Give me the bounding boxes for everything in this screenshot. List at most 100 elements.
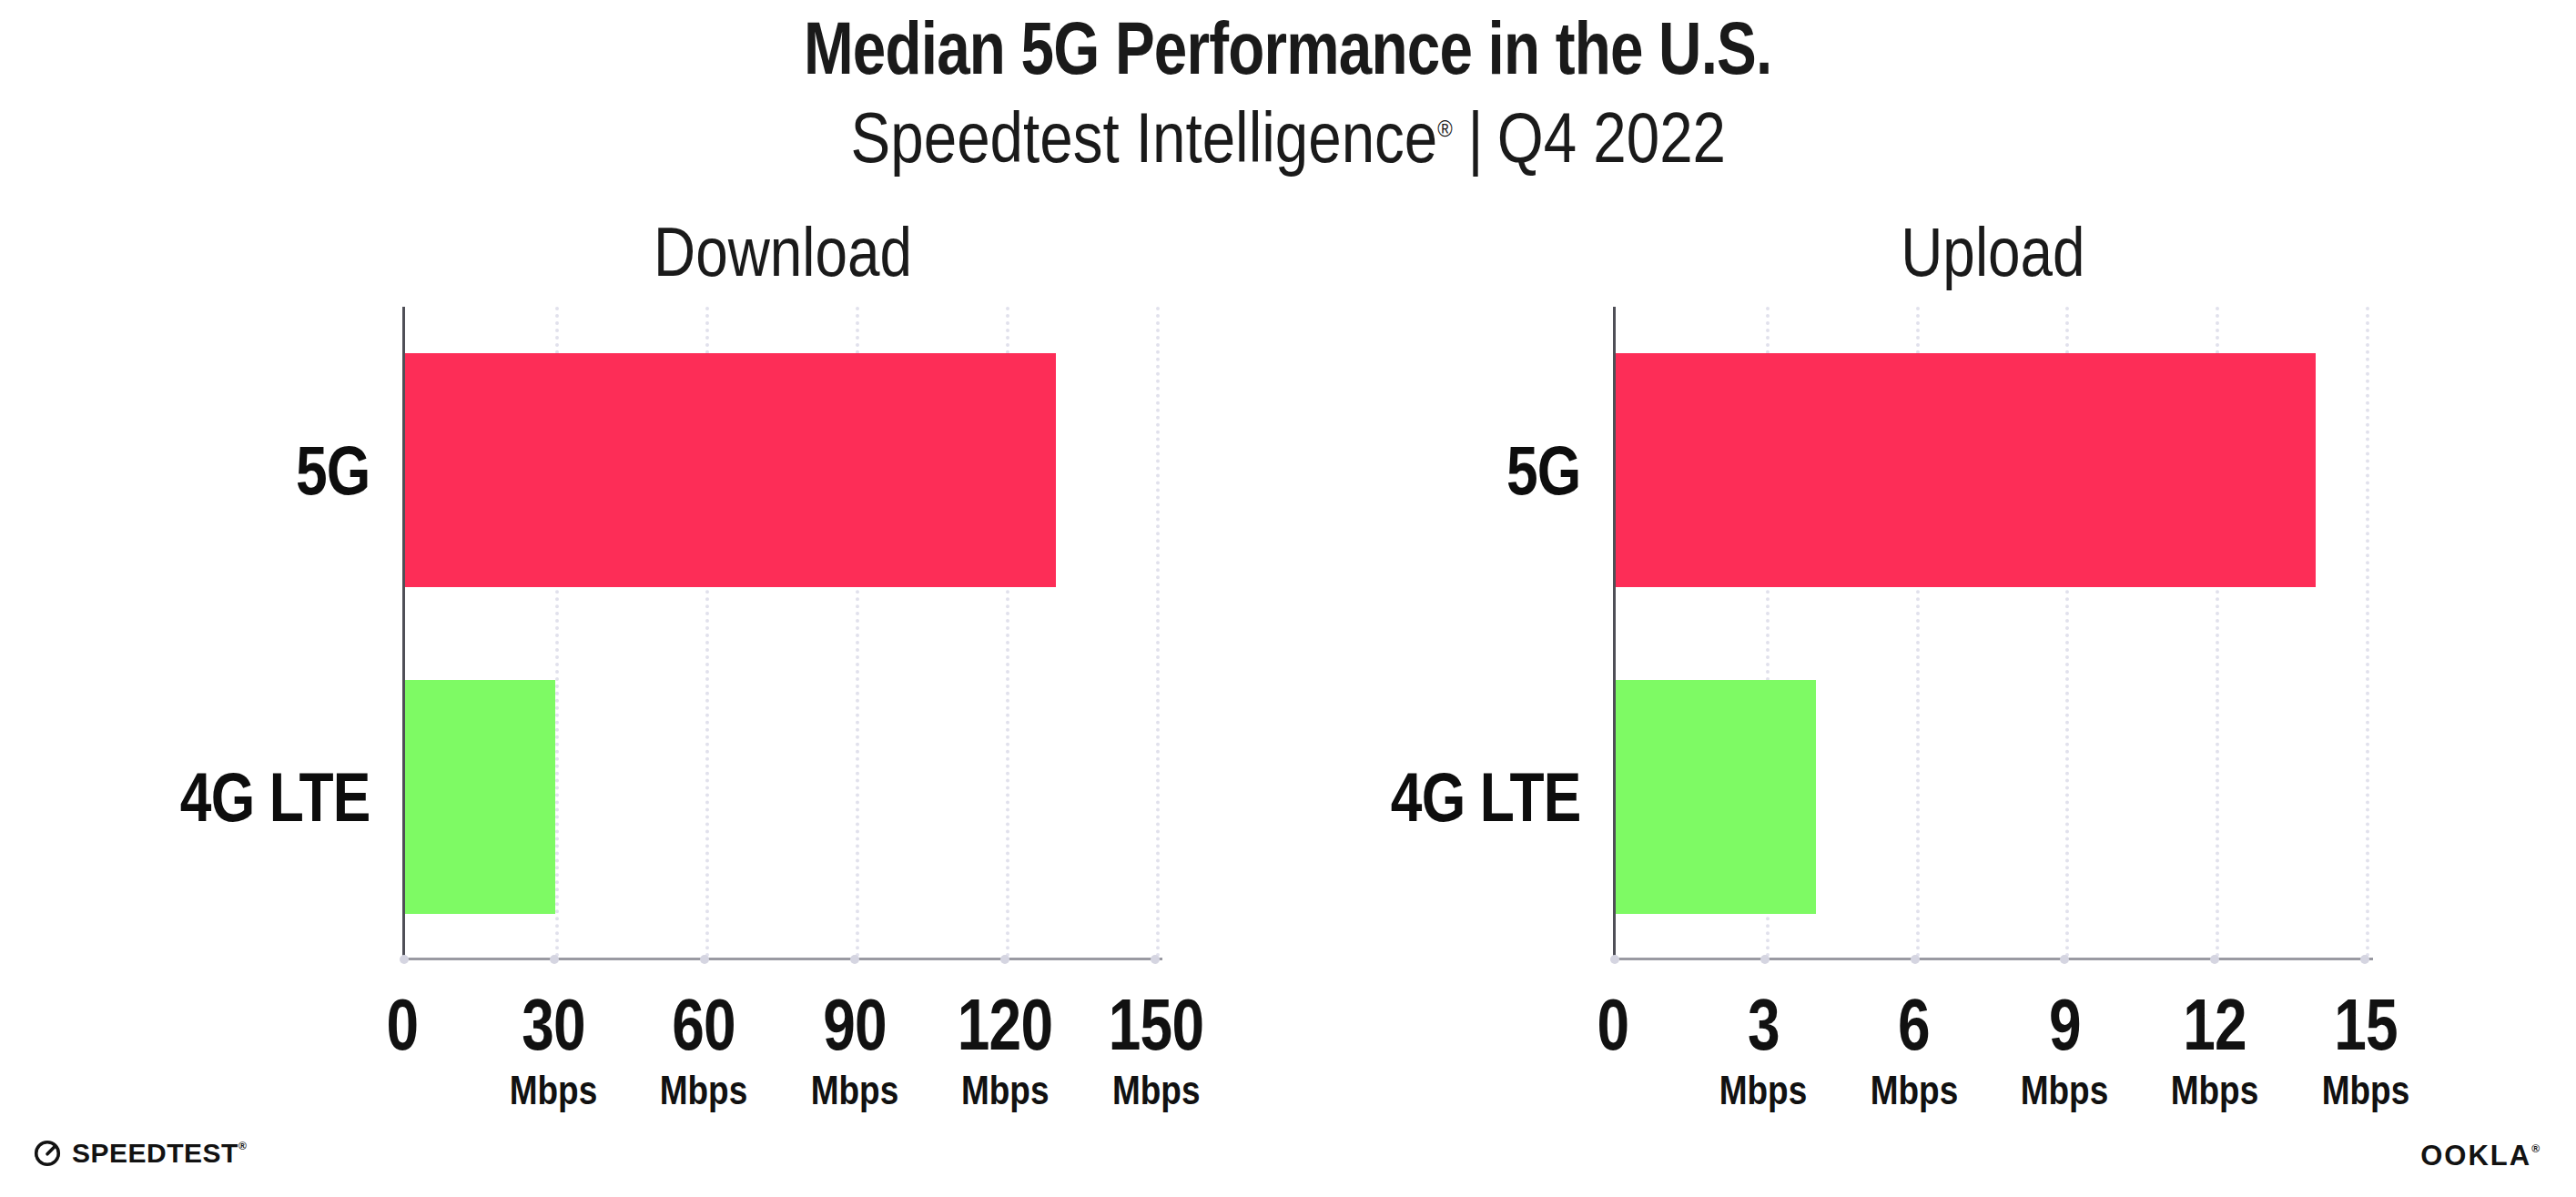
bar-5g xyxy=(405,353,1056,587)
speedtest-logo: SPEEDTEST® xyxy=(33,1138,247,1169)
x-tick-value-text: 12 xyxy=(2184,988,2247,1062)
x-tick-unit: Mbps xyxy=(652,1070,756,1111)
x-tick-60: 60 Mbps xyxy=(652,988,756,1111)
x-tick-unit-text: Mbps xyxy=(2171,1070,2259,1111)
chart-title-text: Download xyxy=(654,208,912,296)
category-label-4g-lte: 4G LTE xyxy=(138,743,370,852)
x-tick-value-text: 60 xyxy=(672,988,735,1062)
x-tick-value-text: 9 xyxy=(2049,988,2081,1062)
page-title: Median 5G Performance in the U.S. xyxy=(0,5,2576,91)
x-tick-unit: Mbps xyxy=(1097,1070,1215,1111)
ookla-wordmark: OOKLA® xyxy=(2420,1140,2541,1172)
category-label-text: 5G xyxy=(295,416,370,525)
x-tick-unit: Mbps xyxy=(501,1070,605,1111)
axis-tick-dot-6 xyxy=(1911,955,1920,964)
axis-tick-dot-60 xyxy=(700,955,709,964)
axis-tick-dot-9 xyxy=(2060,955,2069,964)
category-label-text: 4G LTE xyxy=(1390,743,1580,852)
speedtest-wordmark: SPEEDTEST® xyxy=(72,1138,247,1169)
x-tick-unit: Mbps xyxy=(2163,1070,2267,1111)
x-tick-0: 0 xyxy=(382,988,422,1062)
bar-5g xyxy=(1616,353,2316,587)
axis-tick-dot-0 xyxy=(1610,955,1619,964)
gridline-150 xyxy=(1156,307,1160,958)
x-tick-unit-text: Mbps xyxy=(1870,1070,1958,1111)
axis-tick-dot-12 xyxy=(2210,955,2219,964)
axis-tick-dot-90 xyxy=(850,955,859,964)
download-x-axis-labels: 030Mbps60Mbps90Mbps120Mbps150Mbps xyxy=(402,988,1162,1133)
gridline-15 xyxy=(2366,307,2369,958)
x-tick-value: 9 xyxy=(2013,988,2117,1062)
axis-tick-dot-0 xyxy=(400,955,409,964)
download-chart: Download 030Mbps60Mbps90Mbps120Mbps150Mb… xyxy=(402,307,1162,960)
x-tick-value-text: 15 xyxy=(2334,988,2398,1062)
ookla-logo: OOKLA® xyxy=(2420,1140,2541,1172)
x-tick-15: 15Mbps xyxy=(2313,988,2418,1111)
x-tick-value-text: 6 xyxy=(1898,988,1930,1062)
x-tick-value: 3 xyxy=(1711,988,1816,1062)
x-tick-value-text: 120 xyxy=(958,988,1052,1062)
x-tick-unit: Mbps xyxy=(802,1070,907,1111)
x-tick-3: 3 Mbps xyxy=(1711,988,1816,1111)
category-label-text: 5G xyxy=(1506,416,1580,525)
gauge-icon xyxy=(33,1139,62,1168)
x-tick-value: 6 xyxy=(1861,988,1966,1062)
axis-tick-dot-3 xyxy=(1760,955,1770,964)
x-tick-0: 0 xyxy=(1593,988,1633,1062)
x-tick-9: 9 Mbps xyxy=(2013,988,2117,1111)
x-tick-120: 120 Mbps xyxy=(946,988,1064,1111)
ookla-registered-mark: ® xyxy=(2531,1142,2541,1155)
x-tick-value-text: 150 xyxy=(1109,988,1203,1062)
subtitle-separator: | xyxy=(1467,97,1483,178)
x-tick-unit-text: Mbps xyxy=(810,1070,898,1111)
chart-title-download: Download xyxy=(402,208,1162,296)
chart-title-text: Upload xyxy=(1901,208,2084,296)
speedtest-wordmark-text: SPEEDTEST xyxy=(72,1138,238,1168)
category-label-5g: 5G xyxy=(1490,416,1580,525)
axis-tick-dot-120 xyxy=(1000,955,1009,964)
x-tick-6: 6 Mbps xyxy=(1861,988,1966,1111)
x-tick-unit-text: Mbps xyxy=(509,1070,597,1111)
x-tick-unit-text: Mbps xyxy=(961,1070,1050,1111)
x-tick-value-text: 30 xyxy=(522,988,585,1062)
upload-chart: Upload 03Mbps6Mbps9Mbps12Mbps15Mbps 5G4G… xyxy=(1613,307,2373,960)
speedtest-registered-mark: ® xyxy=(238,1140,247,1152)
x-tick-value: 30 xyxy=(501,988,605,1062)
category-label-text: 4G LTE xyxy=(179,743,370,852)
x-tick-value: 120 xyxy=(946,988,1064,1062)
x-tick-unit-text: Mbps xyxy=(1719,1070,1808,1111)
chart-title-upload: Upload xyxy=(1613,208,2373,296)
bar-4g-lte xyxy=(405,680,555,914)
ookla-wordmark-text: OOKLA xyxy=(2420,1140,2531,1172)
upload-plot-area xyxy=(1613,307,2373,960)
x-tick-unit: Mbps xyxy=(2013,1070,2117,1111)
x-tick-unit-text: Mbps xyxy=(2021,1070,2109,1111)
x-tick-value: 0 xyxy=(382,988,422,1062)
x-tick-unit: Mbps xyxy=(946,1070,1064,1111)
x-tick-90: 90 Mbps xyxy=(802,988,907,1111)
upload-x-axis-labels: 03Mbps6Mbps9Mbps12Mbps15Mbps xyxy=(1613,988,2373,1133)
subtitle-period: Q4 2022 xyxy=(1496,97,1725,178)
x-tick-unit: Mbps xyxy=(1711,1070,1816,1111)
page-title-text: Median 5G Performance in the U.S. xyxy=(804,5,1772,91)
x-tick-value-text: 3 xyxy=(1748,988,1780,1062)
x-tick-150: 150 Mbps xyxy=(1097,988,1215,1111)
x-tick-value: 15 xyxy=(2313,988,2418,1062)
axis-tick-dot-30 xyxy=(550,955,559,964)
registered-mark: ® xyxy=(1437,115,1452,142)
x-tick-value-text: 0 xyxy=(387,988,419,1062)
x-tick-value: 0 xyxy=(1593,988,1633,1062)
x-tick-unit-text: Mbps xyxy=(1112,1070,1201,1111)
brand-name: Speedtest Intelligence xyxy=(850,97,1437,178)
x-tick-value: 12 xyxy=(2163,988,2267,1062)
x-tick-value: 150 xyxy=(1097,988,1215,1062)
category-label-4g-lte: 4G LTE xyxy=(1349,743,1580,852)
x-tick-value: 90 xyxy=(802,988,907,1062)
page-subtitle: Speedtest Intelligence® |Q4 2022 xyxy=(0,96,2576,179)
x-tick-unit-text: Mbps xyxy=(660,1070,748,1111)
x-tick-value-text: 0 xyxy=(1597,988,1629,1062)
x-tick-value: 60 xyxy=(652,988,756,1062)
x-tick-30: 30 Mbps xyxy=(501,988,605,1111)
x-tick-unit: Mbps xyxy=(1861,1070,1966,1111)
download-plot-area xyxy=(402,307,1162,960)
